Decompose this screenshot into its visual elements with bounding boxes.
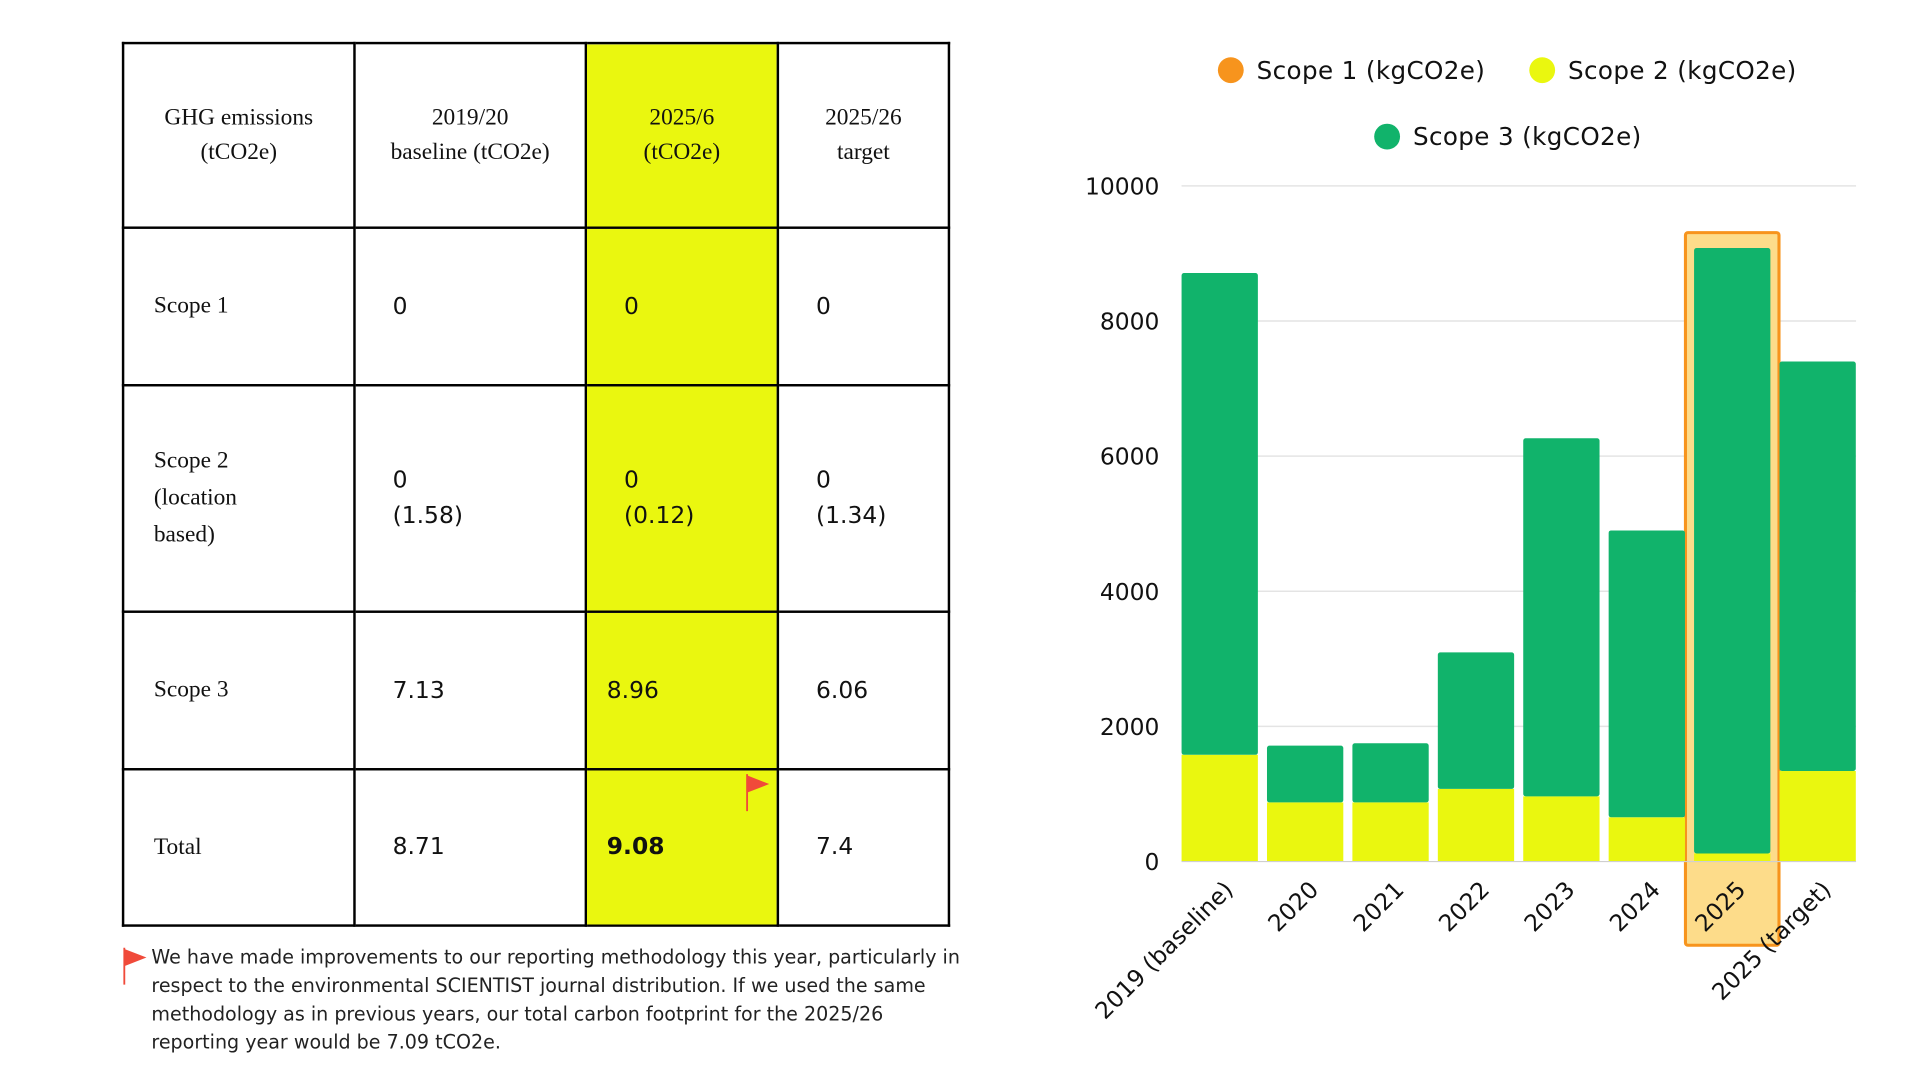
- header-target: 2025/26 target: [776, 41, 951, 229]
- y-tick-label: 2000: [1100, 713, 1159, 741]
- cell-baseline: 0: [353, 226, 588, 387]
- header-text: 2025/6 (tCO2e): [643, 104, 721, 165]
- table-row: Total 8.71 9.08 7.4: [121, 768, 951, 927]
- cell-target: 0 (1.34): [776, 384, 951, 613]
- x-tick-label: 2024: [1604, 876, 1666, 938]
- red-flag-icon: [746, 774, 770, 812]
- bar-2023-series-3: [1523, 438, 1600, 797]
- cell-baseline: 0 (1.58): [353, 384, 588, 613]
- bar-2025-series-3: [1694, 248, 1771, 854]
- bar-2024-series-2: [1608, 817, 1685, 862]
- emissions-table: GHG emissions (tCO2e) 2019/20 baseline (…: [121, 41, 951, 927]
- cell-baseline: 7.13: [353, 610, 588, 771]
- bar-2021-series-3: [1352, 743, 1429, 803]
- row-label: Scope 3: [121, 610, 356, 771]
- legend-marker-1: [1217, 57, 1244, 84]
- header-text: 2019/20 baseline (tCO2e): [390, 104, 550, 165]
- bar-2023-series-2: [1523, 796, 1600, 862]
- red-flag-icon: [123, 947, 147, 985]
- cell-current: 0 (0.12): [584, 384, 780, 613]
- footnote: We have made improvements to our reporti…: [122, 944, 971, 1057]
- table-row: Scope 1 0 0 0: [121, 226, 951, 387]
- cell-current-total: 9.08: [584, 768, 780, 927]
- legend-marker-2: [1529, 57, 1556, 84]
- x-tick-label: 2022: [1433, 876, 1495, 938]
- cell-target: 0: [776, 226, 951, 387]
- legend-label: Scope 2 (kgCO2e): [1568, 56, 1797, 85]
- cell-target: 6.06: [776, 610, 951, 771]
- x-tick-label: 2020: [1262, 876, 1324, 938]
- bar-2020-series-3: [1266, 745, 1344, 803]
- x-tick-label: 2019 (baseline): [1089, 876, 1238, 1025]
- stacked-bar-chart: Scope 1 (kgCO2e) Scope 2 (kgCO2e) Scope 3 …: [1085, 56, 1857, 1025]
- bar-2025-series-2: [1694, 853, 1771, 862]
- bar-2019-baseline--series-3: [1181, 273, 1258, 755]
- y-tick-label: 4000: [1100, 578, 1159, 606]
- header-baseline: 2019/20 baseline (tCO2e): [353, 41, 588, 229]
- header-current: 2025/6 (tCO2e): [584, 41, 780, 229]
- bar-2024-series-3: [1608, 530, 1685, 818]
- bar-2021-series-2: [1352, 802, 1429, 862]
- y-tick-label: 6000: [1100, 443, 1159, 471]
- cell-current: 8.96: [584, 610, 780, 771]
- bar-2020-series-2: [1266, 802, 1344, 862]
- row-label: Scope 1: [121, 226, 356, 387]
- header-text: GHG emissions (tCO2e): [164, 104, 314, 165]
- legend-label: Scope 1 (kgCO2e): [1257, 56, 1486, 85]
- x-tick-label: 2021: [1348, 876, 1410, 938]
- header-text: 2025/26 target: [825, 104, 902, 165]
- y-tick-label: 0: [1145, 848, 1160, 876]
- y-tick-label: 8000: [1100, 308, 1159, 336]
- x-tick-label: 2023: [1519, 876, 1581, 938]
- table-row: Scope 3 7.13 8.96 6.06: [121, 610, 951, 771]
- bar-2025-target--series-3: [1779, 361, 1856, 772]
- footnote-text: We have made improvements to our reporti…: [151, 946, 960, 1054]
- y-tick-label: 10000: [1085, 172, 1159, 200]
- legend-label: Scope 3 (kgCO2e): [1413, 122, 1642, 151]
- cell-baseline: 8.71: [353, 768, 588, 927]
- bar-2019-baseline--series-2: [1181, 754, 1258, 862]
- cell-target: 7.4: [776, 768, 951, 927]
- row-label: Total: [121, 768, 356, 927]
- total-value: 9.08: [606, 833, 665, 861]
- bar-2022-series-2: [1437, 788, 1515, 862]
- cell-current: 0: [584, 226, 780, 387]
- bar-2022-series-3: [1437, 652, 1515, 789]
- row-label: Scope 2 (location based): [121, 384, 356, 613]
- bar-2025-target--series-2: [1779, 771, 1856, 862]
- table-row: Scope 2 (location based) 0 (1.58) 0 (0.1…: [121, 384, 951, 613]
- header-ghg: GHG emissions (tCO2e): [121, 41, 356, 229]
- legend-marker-3: [1374, 123, 1401, 150]
